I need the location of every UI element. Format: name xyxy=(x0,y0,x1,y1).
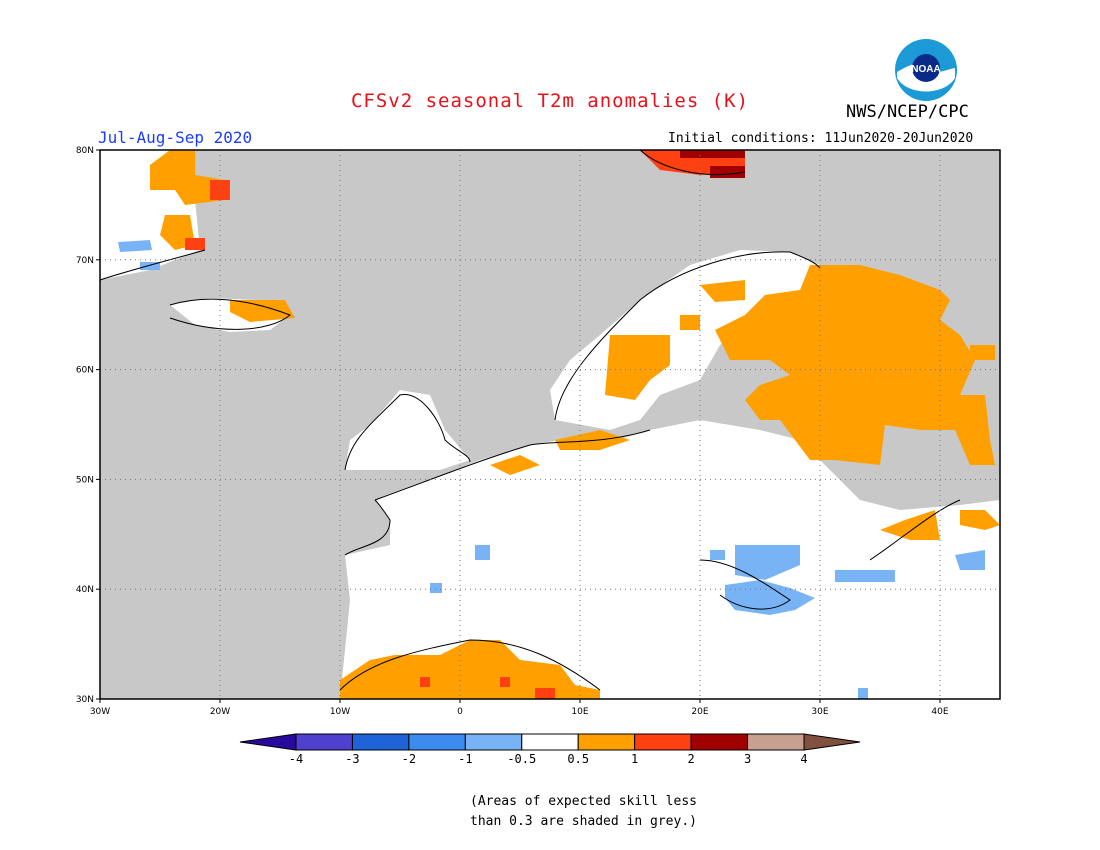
colorbar-box xyxy=(577,733,636,751)
longitude-tick-label: 30W xyxy=(90,707,110,717)
noaa-logo-icon: NOAA xyxy=(895,39,957,101)
longitude-tick-label: 10W xyxy=(330,707,350,717)
colorbar-box xyxy=(408,733,466,751)
longitude-axis: 30W 20W 10W 0 10E 20E 30E 40E xyxy=(90,699,949,717)
coastlines xyxy=(100,150,961,691)
colorbar-box xyxy=(634,733,692,751)
longitude-tick-label: 20W xyxy=(210,707,230,717)
colorbar-box xyxy=(690,733,749,751)
colorbar-box xyxy=(521,733,579,751)
longitude-tick-label: 10E xyxy=(571,707,588,717)
colorbar-tick-label: 4 xyxy=(800,752,807,766)
colorbar-box xyxy=(464,733,523,751)
colorbar-tick-label: -1 xyxy=(458,752,472,766)
latitude-tick-label: 40N xyxy=(76,585,94,595)
colorbar-tick-label: 2 xyxy=(687,752,694,766)
colorbar-box xyxy=(351,733,410,751)
negative-anomaly-areas xyxy=(118,240,985,699)
latitude-axis: 30N 40N 50N 60N 70N 80N xyxy=(76,146,100,705)
colorbar-tick-label: 1 xyxy=(631,752,638,766)
colorbar-lower-extension xyxy=(239,733,297,751)
agency-label: NWS/NCEP/CPC xyxy=(846,102,969,122)
colorbar-tick-label: 0.5 xyxy=(567,752,589,766)
longitude-tick-label: 30E xyxy=(811,707,828,717)
colorbar-tick-label: 3 xyxy=(744,752,751,766)
latitude-tick-label: 50N xyxy=(76,475,94,485)
season-label: Jul-Aug-Sep 2020 xyxy=(98,128,253,147)
colorbar-tick-label: -2 xyxy=(402,752,416,766)
longitude-tick-label: 0 xyxy=(457,707,463,717)
positive-anomaly-areas xyxy=(150,150,1000,699)
noaa-logo-text: NOAA xyxy=(911,64,940,75)
colorbar-box xyxy=(747,733,805,751)
skill-note-line: than 0.3 are shaded in grey.) xyxy=(470,814,697,829)
latitude-tick-label: 30N xyxy=(76,695,94,705)
colorbar-box xyxy=(295,733,353,751)
latitude-tick-label: 70N xyxy=(76,256,94,266)
longitude-tick-label: 20E xyxy=(691,707,708,717)
map-grid xyxy=(100,150,1000,699)
map-frame xyxy=(99,149,1001,700)
skill-note-line: (Areas of expected skill less xyxy=(470,794,697,809)
colorbar-tick-label: -0.5 xyxy=(507,752,536,766)
initial-conditions-label: Initial conditions: 11Jun2020-20Jun2020 xyxy=(668,131,974,146)
latitude-tick-label: 60N xyxy=(76,366,94,376)
colorbar-tick-label: -3 xyxy=(345,752,359,766)
map-title: CFSv2 seasonal T2m anomalies (K) xyxy=(350,90,750,112)
colorbar-upper-extension xyxy=(803,733,861,751)
longitude-tick-label: 40E xyxy=(931,707,948,717)
skill-note: (Areas of expected skill less than 0.3 a… xyxy=(470,792,730,832)
latitude-tick-label: 80N xyxy=(76,146,94,156)
colorbar-tick-label: -4 xyxy=(289,752,303,766)
